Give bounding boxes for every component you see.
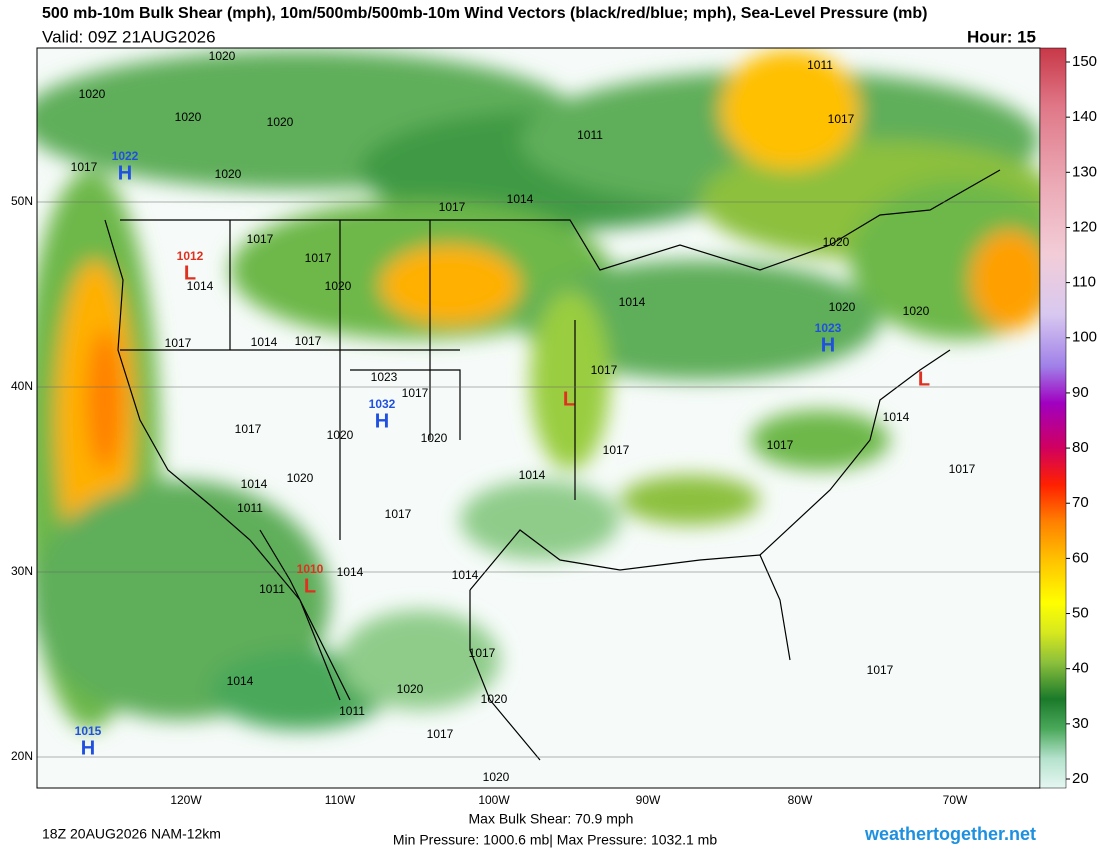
isobar-label: 1017 — [949, 462, 976, 476]
isobar-label: 1020 — [209, 49, 236, 63]
model-run: 18Z 20AUG2026 NAM-12km — [42, 826, 221, 842]
isobar-label: 1017 — [427, 727, 454, 741]
isobar-label: 1020 — [421, 431, 448, 445]
title: 500 mb-10m Bulk Shear (mph), 10m/500mb/5… — [42, 5, 927, 22]
high-pressure-symbol: H — [81, 737, 95, 759]
isobar-label: 1017 — [402, 386, 429, 400]
isobar-label: 1017 — [603, 443, 630, 457]
max-shear: Max Bulk Shear: 70.9 mph — [469, 811, 634, 827]
low-pressure-symbol: L — [563, 388, 575, 410]
isobar-label: 1020 — [829, 300, 856, 314]
graticule — [37, 201, 1040, 758]
isobar-label: 1014 — [241, 477, 268, 491]
isobar-label: 1017 — [591, 363, 618, 377]
isobar-label: 1017 — [828, 112, 855, 126]
isobar-label: 1017 — [165, 336, 192, 350]
latitude-label: 40N — [11, 379, 33, 393]
longitude-label: 80W — [788, 793, 813, 807]
longitude-label: 100W — [478, 793, 510, 807]
colorbar-tick-label: 60 — [1072, 549, 1089, 566]
longitude-label: 110W — [325, 793, 356, 807]
colorbar-tick-label: 140 — [1072, 108, 1097, 125]
longitude-label: 70W — [943, 793, 968, 807]
isobar-label: 1014 — [337, 565, 364, 579]
low-pressure-value: 1012 — [177, 249, 204, 263]
isobar-label: 1011 — [807, 58, 833, 72]
forecast-hour: Hour: 15 — [967, 27, 1036, 46]
isobar-label: 1023 — [371, 370, 398, 384]
low-pressure-symbol: L — [304, 575, 316, 597]
colorbar-tick-label: 80 — [1072, 439, 1089, 456]
colorbar-tick-label: 110 — [1072, 274, 1096, 291]
high-pressure-symbol: H — [821, 334, 835, 356]
latitude-label: 20N — [11, 749, 33, 763]
isobar-label: 1014 — [251, 335, 278, 349]
isobar-label: 1011 — [259, 582, 285, 596]
latitude-label: 30N — [11, 564, 33, 578]
isobar-label: 1017 — [385, 507, 412, 521]
isobar-label: 1017 — [439, 200, 466, 214]
colorbar-tick-label: 130 — [1072, 163, 1097, 180]
colorbar-tick-label: 100 — [1072, 329, 1097, 346]
high-pressure-value: 1022 — [112, 149, 139, 163]
site-name: weathertogether.net — [864, 824, 1036, 844]
low-pressure-value: 1010 — [297, 562, 324, 576]
isobar-label: 1020 — [215, 167, 242, 181]
isobar-label: 1020 — [327, 428, 354, 442]
isobar-label: 1017 — [305, 251, 332, 265]
colorbar — [1039, 47, 1067, 789]
latitude-label: 50N — [11, 194, 33, 208]
isobar-label: 1017 — [247, 232, 274, 246]
isobar-label: 1017 — [867, 663, 894, 677]
isobar-label: 1014 — [883, 410, 910, 424]
low-pressure-symbol: L — [184, 262, 196, 284]
high-pressure-value: 1032 — [369, 397, 396, 411]
high-pressure-value: 1023 — [815, 321, 842, 335]
isobar-label: 1014 — [619, 295, 646, 309]
boundaries — [104, 169, 1001, 761]
isobar-label: 1020 — [287, 471, 314, 485]
valid-time: Valid: 09Z 21AUG2026 — [42, 27, 216, 46]
isobar-label: 1020 — [79, 87, 106, 101]
high-pressure-symbol: H — [118, 162, 132, 184]
isobar-label: 1017 — [235, 422, 262, 436]
colorbar-tick-label: 70 — [1072, 494, 1089, 511]
high-pressure-value: 1015 — [75, 724, 102, 738]
isobar-label: 1011 — [339, 704, 365, 718]
colorbar-tick-label: 90 — [1072, 384, 1089, 401]
isobar-label: 1020 — [175, 110, 202, 124]
colorbar-tick-label: 120 — [1072, 218, 1097, 235]
isobar-label: 1020 — [903, 304, 930, 318]
colorbar-tick-label: 30 — [1072, 715, 1089, 732]
isobar-label: 1011 — [237, 501, 263, 515]
pressure-range: Min Pressure: 1000.6 mb| Max Pressure: 1… — [393, 832, 717, 848]
isobar-label: 1020 — [481, 692, 508, 706]
colorbar-tick-label: 20 — [1072, 770, 1089, 787]
isobar-label: 1020 — [483, 770, 510, 784]
isobar-label: 1017 — [295, 334, 322, 348]
isobar-label: 1020 — [823, 235, 850, 249]
isobar-label: 1014 — [452, 568, 479, 582]
longitude-label: 90W — [636, 793, 661, 807]
isobar-label: 1014 — [507, 192, 534, 206]
isobar-label: 1017 — [469, 646, 496, 660]
map: 1020 1020 1020 1020 1020 1017 1011 1017 1011 1017… — [37, 48, 1040, 788]
isobar-label: 1020 — [325, 279, 352, 293]
isobar-label: 1014 — [187, 279, 214, 293]
low-pressure-symbol: L — [918, 368, 930, 390]
longitude-label: 120W — [170, 793, 202, 807]
isobar-label: 1017 — [71, 160, 98, 174]
isobar-label: 1014 — [519, 468, 546, 482]
high-pressure-symbol: H — [375, 410, 389, 432]
colorbar-tick-label: 150 — [1072, 53, 1097, 70]
isobar-label: 1020 — [267, 115, 294, 129]
isobar-label: 1011 — [577, 128, 603, 142]
colorbar-tick-label: 40 — [1072, 660, 1089, 677]
isobar-label: 1020 — [397, 682, 424, 696]
isobar-label: 1017 — [767, 438, 794, 452]
isobar-label: 1014 — [227, 674, 254, 688]
shear-field — [37, 50, 1040, 730]
colorbar-tick-label: 50 — [1072, 605, 1089, 622]
